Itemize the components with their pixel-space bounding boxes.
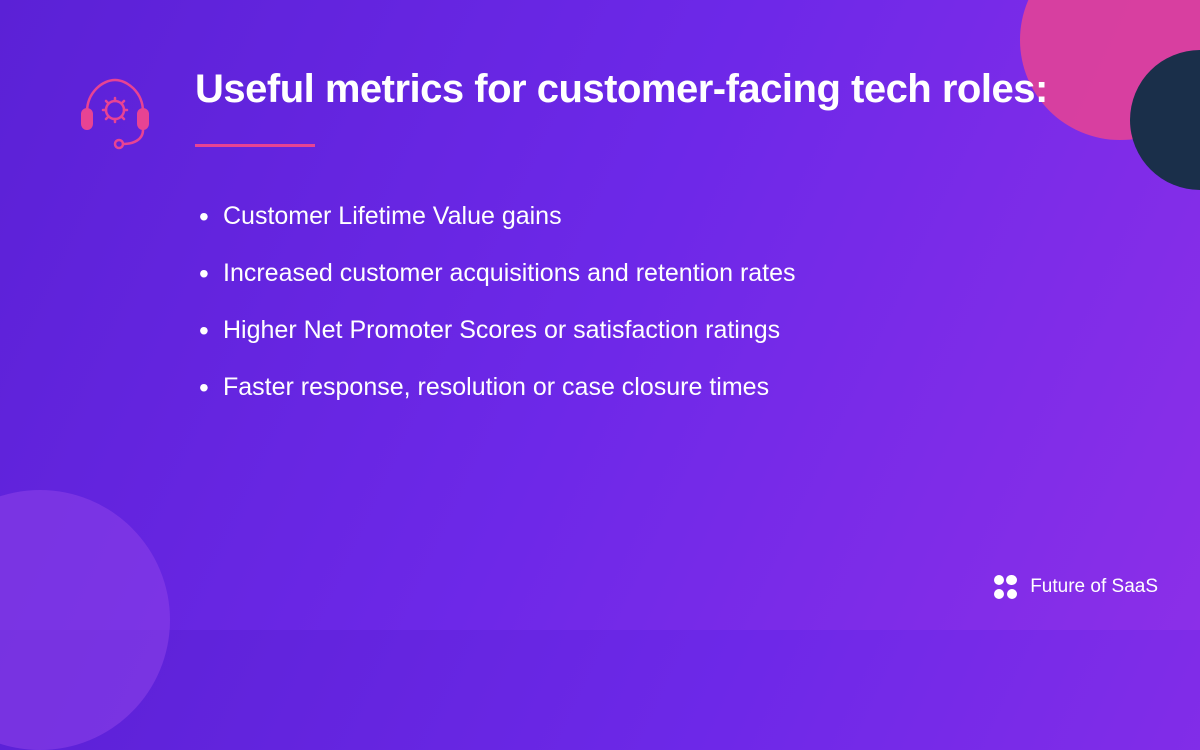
page-title: Useful metrics for customer-facing tech … — [195, 62, 1060, 116]
content-area: Useful metrics for customer-facing tech … — [195, 62, 1060, 427]
list-item: Faster response, resolution or case clos… — [195, 370, 1060, 405]
brand-text: Future of SaaS — [1030, 576, 1158, 598]
list-item: Customer Lifetime Value gains — [195, 199, 1060, 234]
brand-logo-icon — [990, 572, 1020, 602]
title-underline — [195, 144, 315, 147]
brand-footer: Future of SaaS — [990, 572, 1158, 602]
decoration-circle-purple — [0, 490, 170, 750]
list-item: Higher Net Promoter Scores or satisfacti… — [195, 313, 1060, 348]
headset-gear-icon — [75, 70, 155, 150]
list-item: Increased customer acquisitions and rete… — [195, 256, 1060, 291]
metrics-list: Customer Lifetime Value gains Increased … — [195, 199, 1060, 405]
